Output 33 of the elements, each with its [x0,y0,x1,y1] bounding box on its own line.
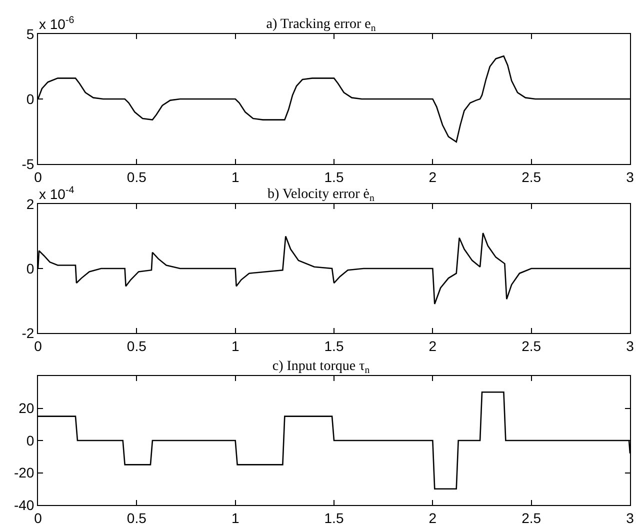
y-tick-label: -40 [14,496,34,513]
y-tick-label: 0 [26,90,34,107]
y-tick-label: 5 [26,26,34,42]
chart-title: c) Input torque τ$_{n}$ [272,359,370,376]
x-tick-label: 1.5 [324,168,344,185]
text: x 10$^{-4}$ [39,185,75,202]
x-tick-label: 1 [231,168,240,185]
x-tick-label: 0.5 [126,510,147,526]
text: x 10$^{-6}$ [39,15,75,32]
x-tick-label: 1 [231,338,240,354]
chart-title: a) Tracking error e$_{n}$ [266,17,376,34]
x-tick-label: 2.5 [522,168,542,185]
x-tick-label: 2.5 [522,338,542,354]
y-tick-label: 20 [18,400,34,416]
y-tick-label: -2 [22,324,34,341]
y-tick-label: -20 [14,464,34,481]
x-tick-label: 2 [428,168,437,185]
x-tick-label: 2.5 [522,510,542,526]
x-tick-label: 3 [626,338,634,354]
y-tick-label: 0 [26,260,34,276]
x-tick-label: 2 [428,510,437,526]
y-tick-label: -5 [22,156,34,172]
x-tick-label: 0.5 [126,338,147,354]
x-tick-label: 0.5 [126,168,147,185]
x-tick-label: 1.5 [324,338,344,354]
x-tick-label: 2 [428,338,437,354]
x-tick-label: 1.5 [324,510,344,526]
y-tick-label: 0 [26,432,34,448]
x-tick-label: 3 [626,168,634,185]
y-tick-label: 2 [26,196,34,212]
chart-title: b) Velocity error ė$_{n}$ [268,187,375,204]
x-tick-label: 1 [231,510,240,526]
x-tick-label: 3 [626,510,634,526]
